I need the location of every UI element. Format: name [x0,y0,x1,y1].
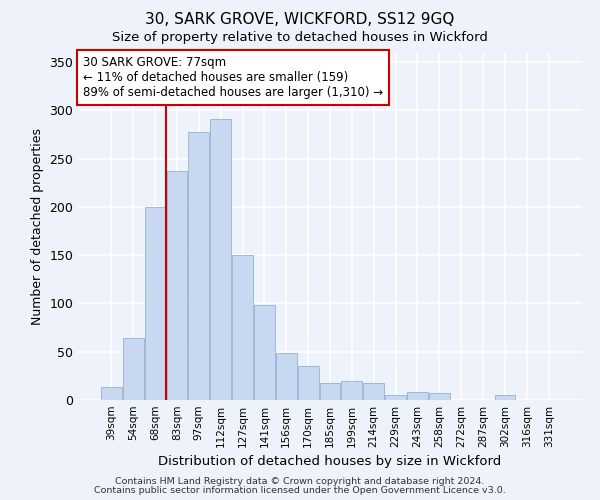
Text: 30, SARK GROVE, WICKFORD, SS12 9GQ: 30, SARK GROVE, WICKFORD, SS12 9GQ [145,12,455,28]
Bar [210,119,231,400]
Bar [494,395,515,400]
Bar [341,380,362,400]
X-axis label: Distribution of detached houses by size in Wickford: Distribution of detached houses by size … [158,456,502,468]
Bar [364,382,384,400]
Bar [232,255,253,400]
Text: 30 SARK GROVE: 77sqm
← 11% of detached houses are smaller (159)
89% of semi-deta: 30 SARK GROVE: 77sqm ← 11% of detached h… [83,56,383,99]
Bar [407,392,428,400]
Bar [385,395,406,400]
Bar [276,352,296,400]
Bar [188,132,209,400]
Bar [429,393,450,400]
Text: Contains public sector information licensed under the Open Government Licence v3: Contains public sector information licen… [94,486,506,495]
Bar [101,388,122,400]
Y-axis label: Number of detached properties: Number of detached properties [31,128,44,325]
Text: Size of property relative to detached houses in Wickford: Size of property relative to detached ho… [112,31,488,44]
Bar [123,338,143,400]
Bar [167,171,187,400]
Bar [298,366,319,400]
Bar [320,382,340,400]
Bar [145,207,166,400]
Bar [254,306,275,400]
Text: Contains HM Land Registry data © Crown copyright and database right 2024.: Contains HM Land Registry data © Crown c… [115,477,485,486]
